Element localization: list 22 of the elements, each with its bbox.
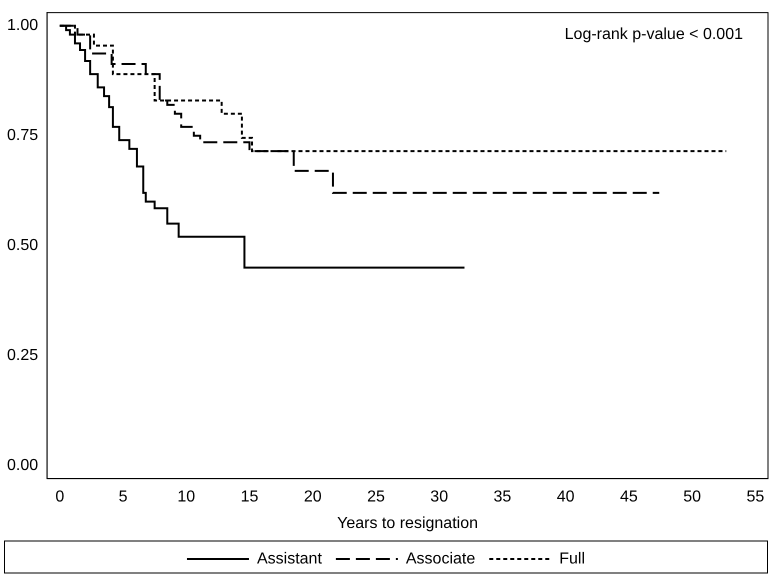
x-tick-label: 55 [746, 488, 764, 506]
y-tick-label: 1.00 [7, 17, 38, 34]
legend-label: Associate [406, 550, 476, 568]
y-tick-label: 0.00 [7, 456, 38, 474]
x-tick-label: 20 [304, 488, 322, 506]
x-tick-label: 15 [240, 488, 258, 506]
y-tick-label: 0.75 [7, 127, 38, 144]
legend-label: Full [559, 550, 586, 568]
x-tick-label: 30 [430, 488, 448, 506]
x-tick-label: 5 [118, 488, 128, 506]
x-tick-label: 10 [177, 488, 196, 506]
x-tick-label: 50 [683, 488, 702, 506]
y-tick-label: 0.50 [7, 237, 38, 254]
x-tick-label: 45 [620, 488, 638, 506]
x-tick-label: 0 [55, 488, 64, 506]
x-tick-label: 40 [556, 488, 575, 506]
annotation: Log-rank p-value < 0.001 [564, 26, 744, 44]
legend-label: Assistant [256, 550, 322, 568]
x-tick-label: 25 [367, 488, 385, 506]
x-tick-label: 35 [494, 488, 512, 506]
x-axis-title: Years to resignation [337, 514, 478, 532]
y-tick-label: 0.25 [7, 346, 38, 364]
